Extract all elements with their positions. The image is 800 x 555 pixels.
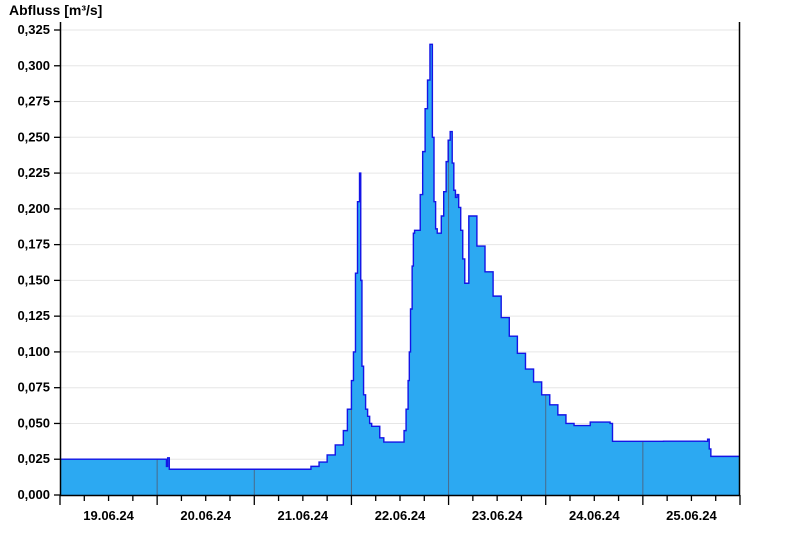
svg-text:0,150: 0,150 xyxy=(17,272,50,287)
svg-text:0,100: 0,100 xyxy=(17,344,50,359)
svg-text:0,175: 0,175 xyxy=(17,237,50,252)
svg-text:23.06.24: 23.06.24 xyxy=(472,508,523,523)
svg-text:0,225: 0,225 xyxy=(17,165,50,180)
svg-text:20.06.24: 20.06.24 xyxy=(180,508,231,523)
svg-text:0,050: 0,050 xyxy=(17,415,50,430)
svg-text:19.06.24: 19.06.24 xyxy=(83,508,134,523)
svg-text:22.06.24: 22.06.24 xyxy=(375,508,426,523)
svg-text:0,325: 0,325 xyxy=(17,22,50,37)
svg-text:0,250: 0,250 xyxy=(17,129,50,144)
svg-text:0,025: 0,025 xyxy=(17,451,50,466)
svg-text:0,000: 0,000 xyxy=(17,487,50,502)
svg-text:0,275: 0,275 xyxy=(17,94,50,109)
svg-text:0,200: 0,200 xyxy=(17,201,50,216)
svg-text:25.06.24: 25.06.24 xyxy=(666,508,717,523)
svg-text:21.06.24: 21.06.24 xyxy=(278,508,329,523)
svg-text:Abfluss [m³/s]: Abfluss [m³/s] xyxy=(9,2,102,18)
svg-text:0,075: 0,075 xyxy=(17,380,50,395)
svg-text:0,300: 0,300 xyxy=(17,58,50,73)
svg-text:0,125: 0,125 xyxy=(17,308,50,323)
svg-text:24.06.24: 24.06.24 xyxy=(569,508,620,523)
